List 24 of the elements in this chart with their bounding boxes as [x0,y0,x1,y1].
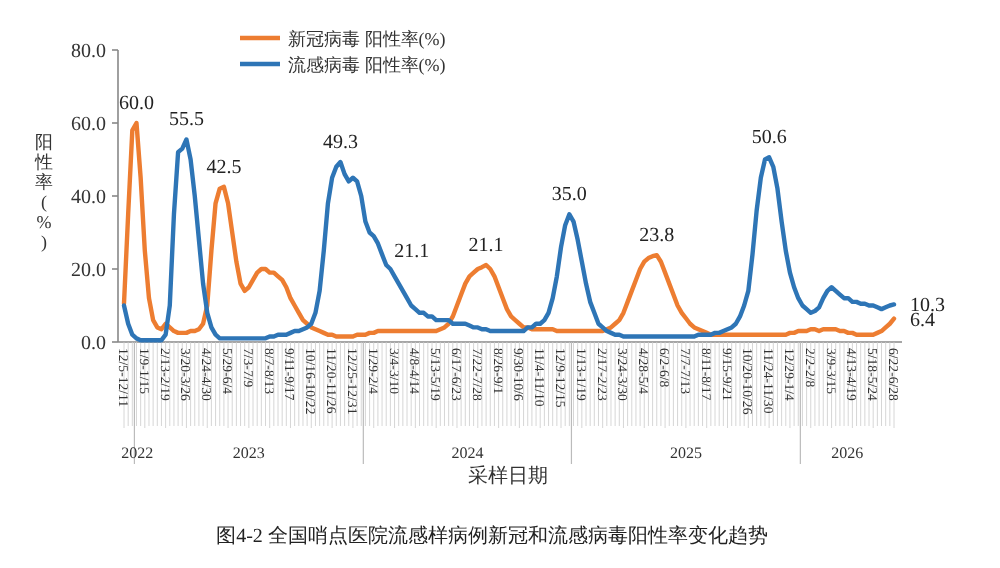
data-label: 50.6 [751,127,787,150]
data-label: 35.0 [551,184,587,207]
text: 2025 [669,444,702,462]
y-tick-label: 40.0 [71,187,106,209]
y-tick-label: 0.0 [81,333,106,355]
data-label: 49.3 [322,132,358,155]
text: 2024 [451,444,484,462]
y-axis-title: 阳性率(%) [33,132,53,252]
data-label: 42.5 [206,156,242,179]
data-label: 21.1 [468,234,504,257]
y-tick-label: 60.0 [71,114,106,136]
y-tick-label: 80.0 [71,41,106,63]
text: 2023 [232,444,265,462]
legend-label: 新冠病毒 阳性率(%) [288,29,446,49]
text: 图4-2 全国哨点医院流感样病例新冠和流感病毒阳性率变化趋势 [216,524,768,548]
text: 2026 [831,444,864,462]
data-label: 21.1 [394,240,430,263]
legend-label: 流感病毒 阳性率(%) [288,55,446,75]
data-label: 23.8 [639,225,675,248]
y-tick-label: 20.0 [71,260,106,282]
x-axis-title: 采样日期 [468,464,548,488]
text: 2022 [121,444,154,462]
data-label: 55.5 [168,109,204,132]
data-label: 60.0 [118,93,154,115]
